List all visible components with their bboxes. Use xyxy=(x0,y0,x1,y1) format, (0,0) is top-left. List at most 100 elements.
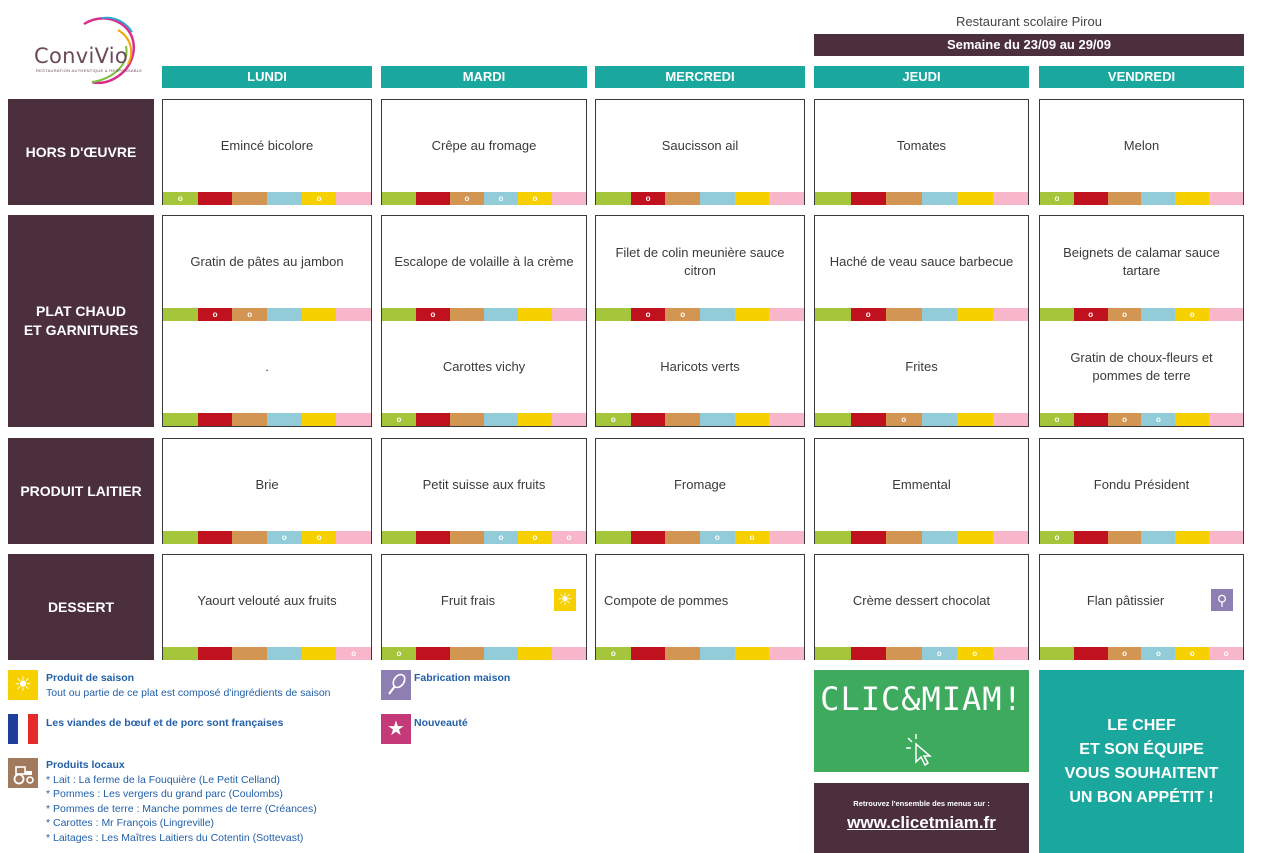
logo-tagline: RESTAURATION AUTHENTIQUE & RESPONSABLE xyxy=(36,68,143,73)
strip-segment xyxy=(301,647,337,660)
strip-segment: o xyxy=(336,647,372,660)
strip-segment: o xyxy=(232,308,268,321)
day-header-jeudi: JEUDI xyxy=(814,66,1029,88)
dish-name: Carottes vichy xyxy=(442,359,526,374)
strip-segment: o xyxy=(416,308,450,321)
strip-segment xyxy=(1107,531,1142,544)
menu-cell-plat-chaud-vendredi: Beignets de calamar sauce tartare o o o xyxy=(1039,215,1244,321)
strip-segment: o xyxy=(850,308,886,321)
strip-segment xyxy=(815,308,851,321)
menu-cell-plat-chaud-jeudi: Haché de veau sauce barbecue o xyxy=(814,215,1029,321)
strip-segment xyxy=(197,647,233,660)
strip-segment xyxy=(734,308,770,321)
strip-segment xyxy=(267,413,302,426)
strip-segment xyxy=(1073,531,1108,544)
strip-segment xyxy=(992,647,1028,660)
strip-segment xyxy=(769,308,805,321)
legend-locaux-item: * Laitages : Les Maîtres Laitiers du Cot… xyxy=(46,831,304,844)
website-link[interactable]: www.clicetmiam.fr xyxy=(847,813,996,832)
strip-segment xyxy=(700,413,735,426)
menu-cell-hors-doeuvre-vendredi: Melon o xyxy=(1039,99,1244,205)
day-header-mardi: MARDI xyxy=(381,66,587,88)
strip-segment xyxy=(1209,413,1243,426)
strip-segment xyxy=(992,308,1028,321)
clicetmiam-banner[interactable]: CLIC&MIAM! xyxy=(814,670,1029,772)
strip-segment: o xyxy=(1107,647,1142,660)
strip-segment: o xyxy=(1175,308,1210,321)
strip-segment xyxy=(301,413,337,426)
legend-viandes-text: Les viandes de bœuf et de porc sont fran… xyxy=(46,717,284,729)
strip-segment xyxy=(232,413,268,426)
menu-cell-hors-doeuvre-jeudi: Tomates xyxy=(814,99,1029,205)
clicetmiam-logo-text: CLIC&MIAM! xyxy=(820,680,1023,718)
strip-segment xyxy=(450,647,484,660)
row-label-hors-doeuvre: HORS D'ŒUVRE xyxy=(8,99,154,205)
strip-segment xyxy=(1073,413,1108,426)
strip-segment: o xyxy=(665,308,701,321)
strip-segment: o xyxy=(630,192,666,205)
restaurant-name: Restaurant scolaire Pirou xyxy=(956,14,1102,29)
dish-name: Tomates xyxy=(896,138,947,153)
strip-segment: o xyxy=(450,192,484,205)
strip-segment xyxy=(267,647,302,660)
strip-segment: o xyxy=(382,413,416,426)
allergen-strip xyxy=(815,531,1028,544)
allergen-strip: o xyxy=(163,647,372,660)
row-label-produit-laitier: PRODUIT LAITIER xyxy=(8,438,154,544)
strip-segment xyxy=(957,192,993,205)
chef-message: LE CHEF ET SON ÉQUIPE VOUS SOUHAITENT UN… xyxy=(1039,670,1244,853)
strip-segment xyxy=(596,308,631,321)
legend-saison: Produit de saison Tout ou partie de ce p… xyxy=(46,671,331,700)
strip-segment xyxy=(1040,308,1074,321)
strip-segment xyxy=(815,413,851,426)
strip-segment xyxy=(630,413,666,426)
menu-cell-hors-doeuvre-mardi: Crêpe au fromage o o o xyxy=(381,99,587,205)
sun-icon: ☀ xyxy=(8,670,38,700)
strip-segment xyxy=(163,647,198,660)
strip-segment: o xyxy=(1209,647,1243,660)
convivio-logo: ConviVio RESTAURATION AUTHENTIQUE & RESP… xyxy=(14,10,144,90)
strip-segment xyxy=(769,531,805,544)
strip-segment: o xyxy=(700,531,735,544)
strip-segment: o xyxy=(197,308,233,321)
strip-segment: o xyxy=(630,308,666,321)
dish-name: Fromage xyxy=(673,477,727,492)
legend-saison-title: Produit de saison xyxy=(46,672,135,684)
legend-locaux-item: * Lait : La ferme de la Fouquière (Le Pe… xyxy=(46,773,281,786)
strip-segment xyxy=(382,531,416,544)
strip-segment: o xyxy=(382,647,416,660)
allergen-strip: o xyxy=(1040,531,1243,544)
strip-segment: o xyxy=(552,531,586,544)
dish-name: Crème dessert chocolat xyxy=(852,593,991,608)
menu-cell-plat-chaud-mercredi: Filet de colin meunière sauce citron o o xyxy=(595,215,805,321)
strip-segment xyxy=(957,308,993,321)
strip-segment xyxy=(1141,531,1176,544)
strip-segment xyxy=(1175,192,1210,205)
strip-segment xyxy=(850,192,886,205)
website-box: Retrouvez l'ensemble des menus sur : www… xyxy=(814,783,1029,853)
strip-segment xyxy=(163,531,198,544)
strip-segment: o xyxy=(1141,413,1176,426)
strip-segment xyxy=(700,647,735,660)
menu-cell-hors-doeuvre-lundi: Emincé bicolore o o xyxy=(162,99,372,205)
day-header-lundi: LUNDI xyxy=(162,66,372,88)
strip-segment: o xyxy=(1175,647,1210,660)
allergen-strip: o xyxy=(1040,192,1243,205)
strip-segment: o xyxy=(1141,647,1176,660)
logo-wordmark: ConviVio xyxy=(34,44,129,68)
strip-segment xyxy=(1175,531,1210,544)
menu-cell-dessert-jeudi: Crème dessert chocolat o o xyxy=(814,554,1029,660)
dish-name: Filet de colin meunière sauce citron xyxy=(615,245,785,278)
strip-segment xyxy=(552,647,586,660)
strip-segment xyxy=(921,413,957,426)
strip-segment: o xyxy=(301,192,337,205)
strip-segment xyxy=(1073,647,1108,660)
logo-swirl-icon xyxy=(83,16,136,85)
dish-name: Haché de veau sauce barbecue xyxy=(829,254,1014,269)
dish-name: Brie xyxy=(255,477,279,492)
